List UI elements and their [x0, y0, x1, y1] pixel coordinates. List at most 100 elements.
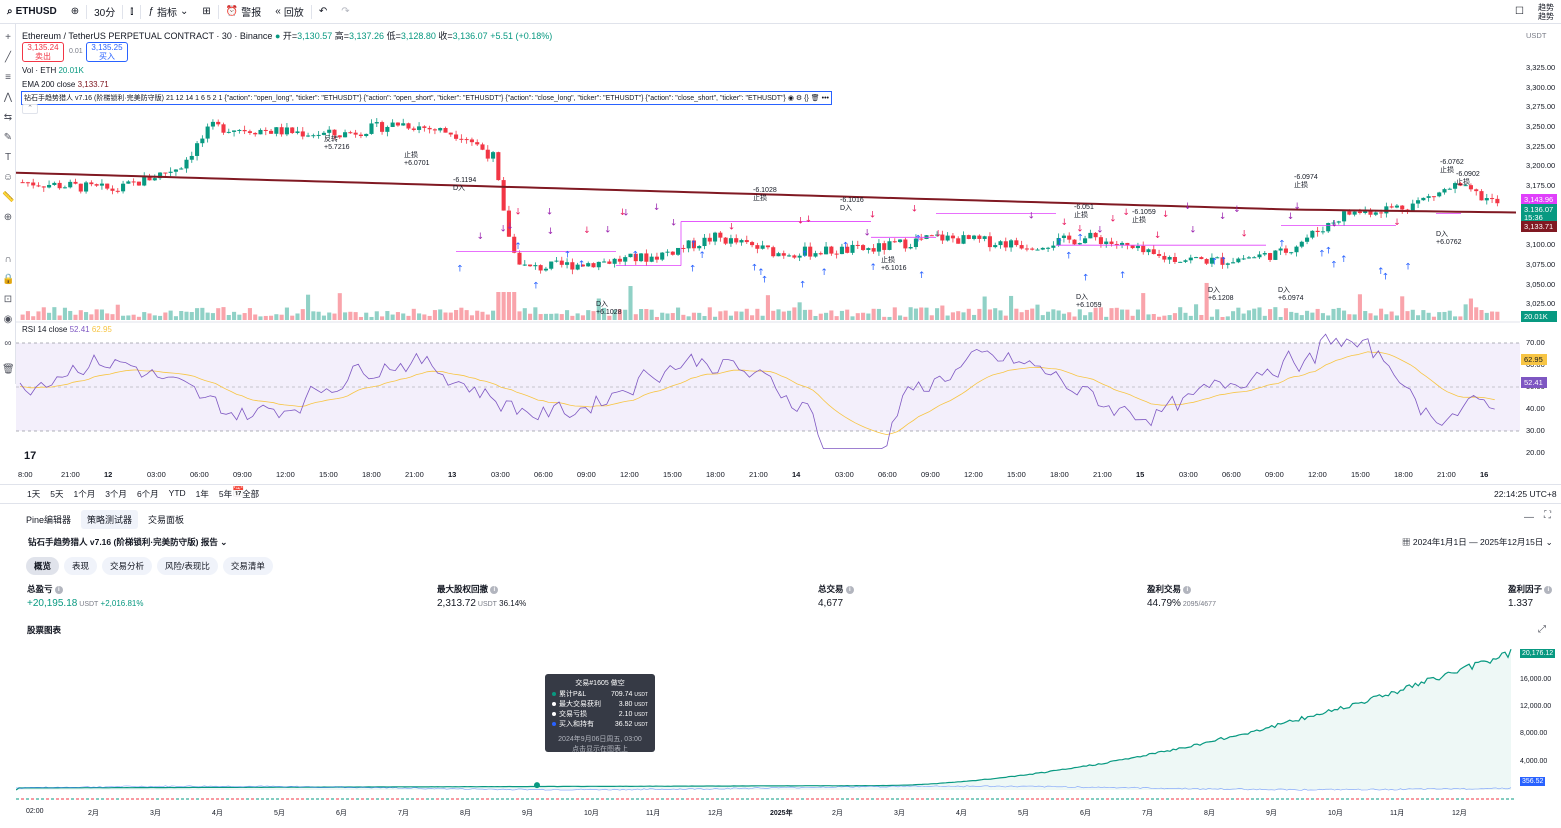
drawdown-bar — [796, 798, 799, 800]
undo-button[interactable]: ↶ — [312, 0, 334, 24]
range-button[interactable]: YTD — [168, 488, 186, 498]
ruler-icon[interactable]: 📏 — [2, 192, 15, 203]
collapse-legend-button[interactable]: ⌃ — [22, 104, 38, 114]
report-tab[interactable]: 概览 — [26, 557, 60, 575]
report-tab[interactable]: 交易清单 — [222, 557, 273, 575]
range-button[interactable]: 1个月 — [73, 489, 96, 499]
trash-icon[interactable]: 🗑 — [2, 364, 15, 375]
lock-draw-icon[interactable]: 🔒 — [2, 274, 15, 285]
trash-icon[interactable]: 🗑 — [810, 95, 820, 102]
emoji-icon[interactable]: ☺ — [2, 172, 14, 183]
drawdown-bar — [371, 798, 374, 800]
fullscreen-button[interactable]: ☐ — [1508, 0, 1531, 24]
brush-icon[interactable]: ✎ — [3, 132, 13, 143]
volume-legend[interactable]: Vol · ETH 20.01K — [22, 66, 84, 75]
equity-month-tick: 11月 — [646, 810, 661, 817]
buy-button[interactable]: 3,135.25 买入 — [86, 42, 128, 62]
drawdown-bar — [1326, 798, 1329, 800]
info-icon[interactable]: i — [1183, 585, 1192, 594]
fib-icon[interactable]: ≡ — [5, 72, 11, 83]
interval-button[interactable]: 30分 — [94, 8, 116, 19]
trade-label-sub: 止损 — [1456, 177, 1470, 186]
eye-icon[interactable]: ◉ — [787, 95, 794, 102]
candle — [1479, 191, 1484, 201]
range-button[interactable]: 全部 — [242, 489, 260, 499]
volume-bar — [1241, 313, 1246, 320]
drawdown-bar — [721, 798, 724, 800]
range-button[interactable]: 1年 — [195, 489, 209, 499]
drawdown-bar — [1506, 798, 1509, 800]
minimize-icon[interactable]: — — [1524, 512, 1534, 523]
ema-legend[interactable]: EMA 200 close 3,133.71 — [22, 80, 109, 89]
drawdown-bar — [651, 798, 654, 800]
report-tab[interactable]: 表现 — [64, 557, 98, 575]
candle — [459, 138, 464, 140]
magnet-icon[interactable]: ∩ — [4, 254, 12, 265]
report-tab[interactable]: 风险/表现比 — [157, 557, 218, 575]
range-button[interactable]: 6个月 — [136, 489, 159, 499]
range-button[interactable]: 5年 — [218, 489, 233, 499]
clock[interactable]: 22:14:25 UTC+8 — [1494, 489, 1557, 499]
info-icon[interactable]: i — [54, 585, 63, 594]
metric: 最大股权回撤 i 2,313.72 USDT 36.14% — [437, 583, 526, 609]
chart-type-button[interactable]: ⫾ — [123, 0, 140, 24]
volume-bar — [839, 310, 844, 320]
trendline-icon[interactable]: ╱ — [4, 52, 12, 63]
info-icon[interactable]: i — [1544, 585, 1553, 594]
pattern-icon[interactable]: ⋀ — [3, 92, 13, 103]
zoom-icon[interactable]: ⊕ — [3, 212, 13, 223]
currency-label[interactable]: USDT — [1526, 31, 1547, 40]
volume-bar — [205, 312, 210, 320]
panel-tab[interactable]: 交易面板 — [148, 515, 185, 525]
equity-chart[interactable] — [16, 640, 1520, 815]
symbol-search[interactable]: ⌕ ETHUSD — [7, 6, 57, 17]
report-tab[interactable]: 交易分析 — [102, 557, 153, 575]
more-icon[interactable]: ••• — [821, 95, 829, 102]
range-button[interactable]: 3个月 — [105, 489, 127, 499]
drawdown-bar — [66, 798, 69, 800]
crosshair-icon[interactable]: + — [5, 32, 11, 43]
redo-button[interactable]: ↷ — [334, 0, 356, 24]
eye-icon[interactable]: ◉ — [3, 314, 13, 325]
volume-bar — [1357, 294, 1362, 320]
rsi-tick: 20.00 — [1526, 448, 1545, 457]
date-range-picker[interactable]: ▦ 2024年1月1日 — 2025年12月15日 ⌄ — [1402, 537, 1553, 547]
info-icon[interactable]: i — [845, 585, 854, 594]
replay-button[interactable]: «回放 — [275, 6, 304, 19]
indicators-button[interactable]: ƒ 指标 ⌄ — [148, 6, 189, 19]
candle — [945, 235, 950, 241]
sell-button[interactable]: 3,135.24 卖出 — [22, 42, 64, 62]
panel-tab[interactable]: 策略测试器 — [81, 510, 139, 529]
report-title[interactable]: 钻石手趋势猎人 v7.16 (阶梯锁利·完美防守版) 报告 ⌄ — [28, 537, 228, 547]
drawdown-bar — [676, 798, 679, 800]
volume-bar — [121, 315, 126, 320]
expand-icon[interactable]: ⤢ — [1538, 624, 1546, 635]
symbol-title[interactable]: Ethereum / TetherUS PERPETUAL CONTRACT ·… — [22, 31, 273, 41]
range-button[interactable]: 1天 — [27, 489, 41, 499]
rsi-legend[interactable]: RSI 14 close 52.41 62.95 — [22, 325, 112, 334]
trade-marker[interactable] — [534, 782, 540, 789]
forecast-icon[interactable]: ⇆ — [3, 112, 13, 123]
drawdown-bar — [31, 798, 34, 800]
settings-icon[interactable]: ⚙ — [795, 95, 803, 102]
drawdown-bar — [741, 798, 744, 800]
alert-button[interactable]: ⏰ 警报 — [225, 6, 262, 19]
range-button[interactable]: 5天 — [50, 489, 64, 499]
candle — [358, 134, 363, 137]
source-code-icon[interactable]: {} — [804, 95, 809, 102]
lock-icon[interactable]: ⊡ — [3, 294, 13, 305]
layout-button[interactable]: ⊞ — [195, 0, 217, 24]
link-icon[interactable]: ∞ — [4, 338, 12, 349]
info-icon[interactable]: i — [490, 585, 499, 594]
goto-date-icon[interactable]: 📅 — [232, 487, 245, 498]
text-icon[interactable]: T — [4, 152, 12, 163]
equity-axis[interactable]: 16,000.00 12,000.00 8,000.00 4,000.00 — [1520, 640, 1561, 815]
drawdown-bar — [661, 798, 664, 800]
compare-button[interactable]: ⊕ — [64, 0, 86, 24]
panel-tab[interactable]: Pine编辑器 — [26, 515, 72, 525]
strategy-legend[interactable]: 钻石手趋势猎人 v7.16 (阶梯锁利·完美防守版) 21 12 14 1 6 … — [21, 91, 832, 105]
time-axis[interactable]: 8:00 21:00 12 03:00 06:00 09:00 12:00 15:00 18:0… — [16, 470, 1520, 482]
maximize-icon[interactable]: ⛶ — [1544, 510, 1551, 521]
